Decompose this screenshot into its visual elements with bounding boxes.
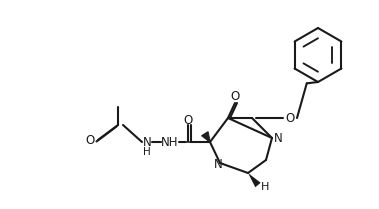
Text: O: O — [85, 134, 95, 147]
Text: O: O — [183, 113, 193, 126]
Text: H: H — [261, 182, 269, 192]
Text: O: O — [285, 111, 294, 125]
Text: N: N — [143, 135, 151, 149]
Polygon shape — [248, 173, 261, 187]
Text: O: O — [230, 90, 240, 103]
Text: N: N — [214, 158, 222, 171]
Text: H: H — [143, 147, 151, 157]
Text: N: N — [274, 131, 282, 144]
Text: NH: NH — [161, 135, 179, 149]
